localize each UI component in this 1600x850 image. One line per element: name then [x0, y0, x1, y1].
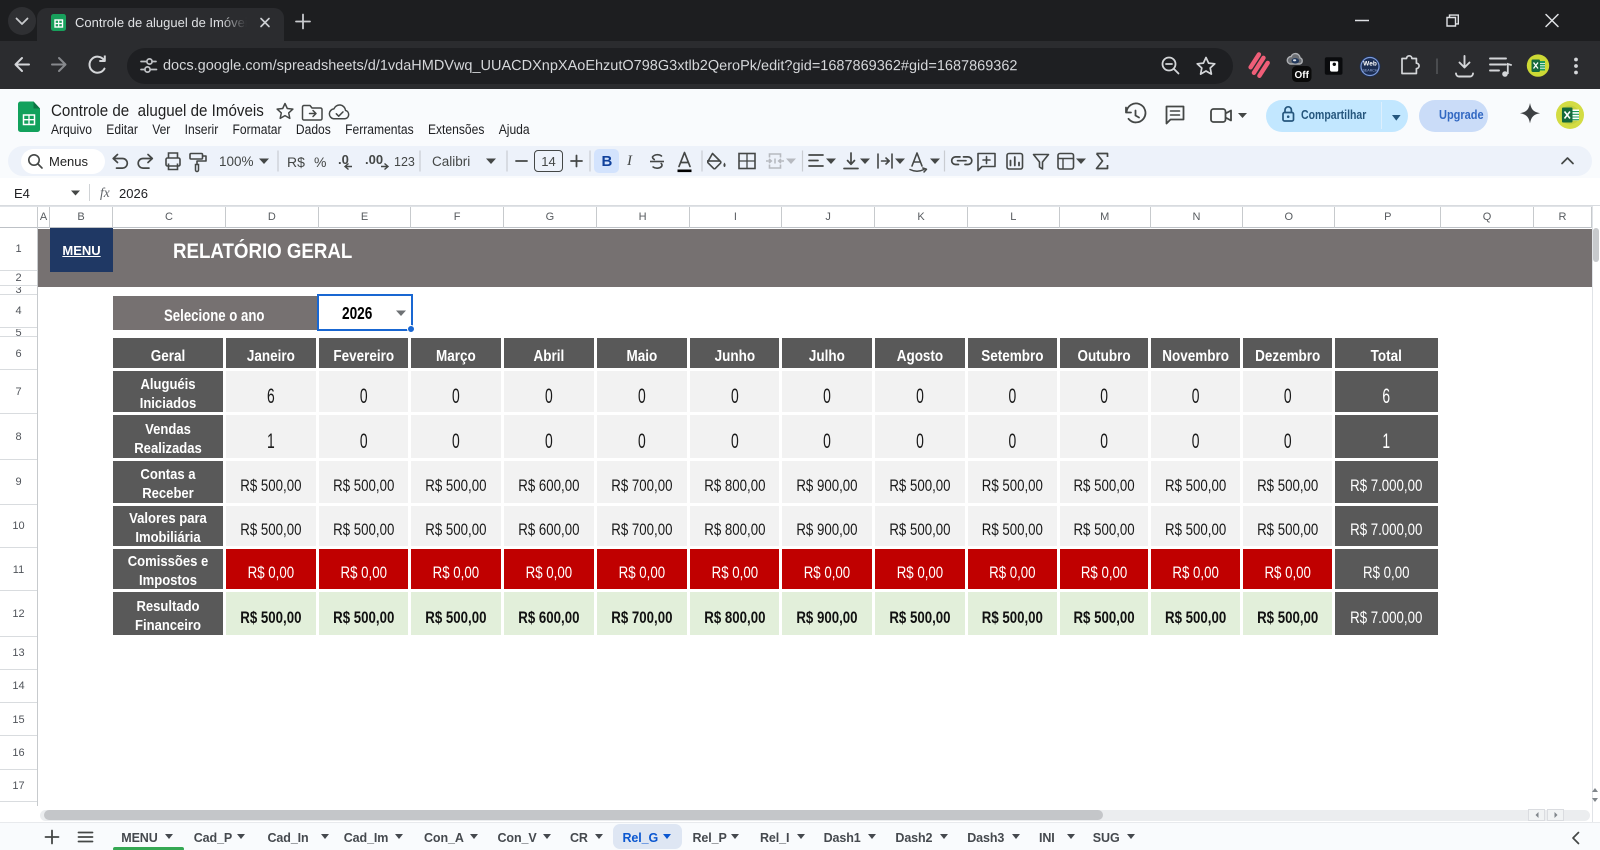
svg-text:Web: Web: [1363, 60, 1377, 67]
svg-text:Off: Off: [1294, 70, 1309, 81]
svg-text:SEARCH: SEARCH: [1363, 68, 1378, 72]
